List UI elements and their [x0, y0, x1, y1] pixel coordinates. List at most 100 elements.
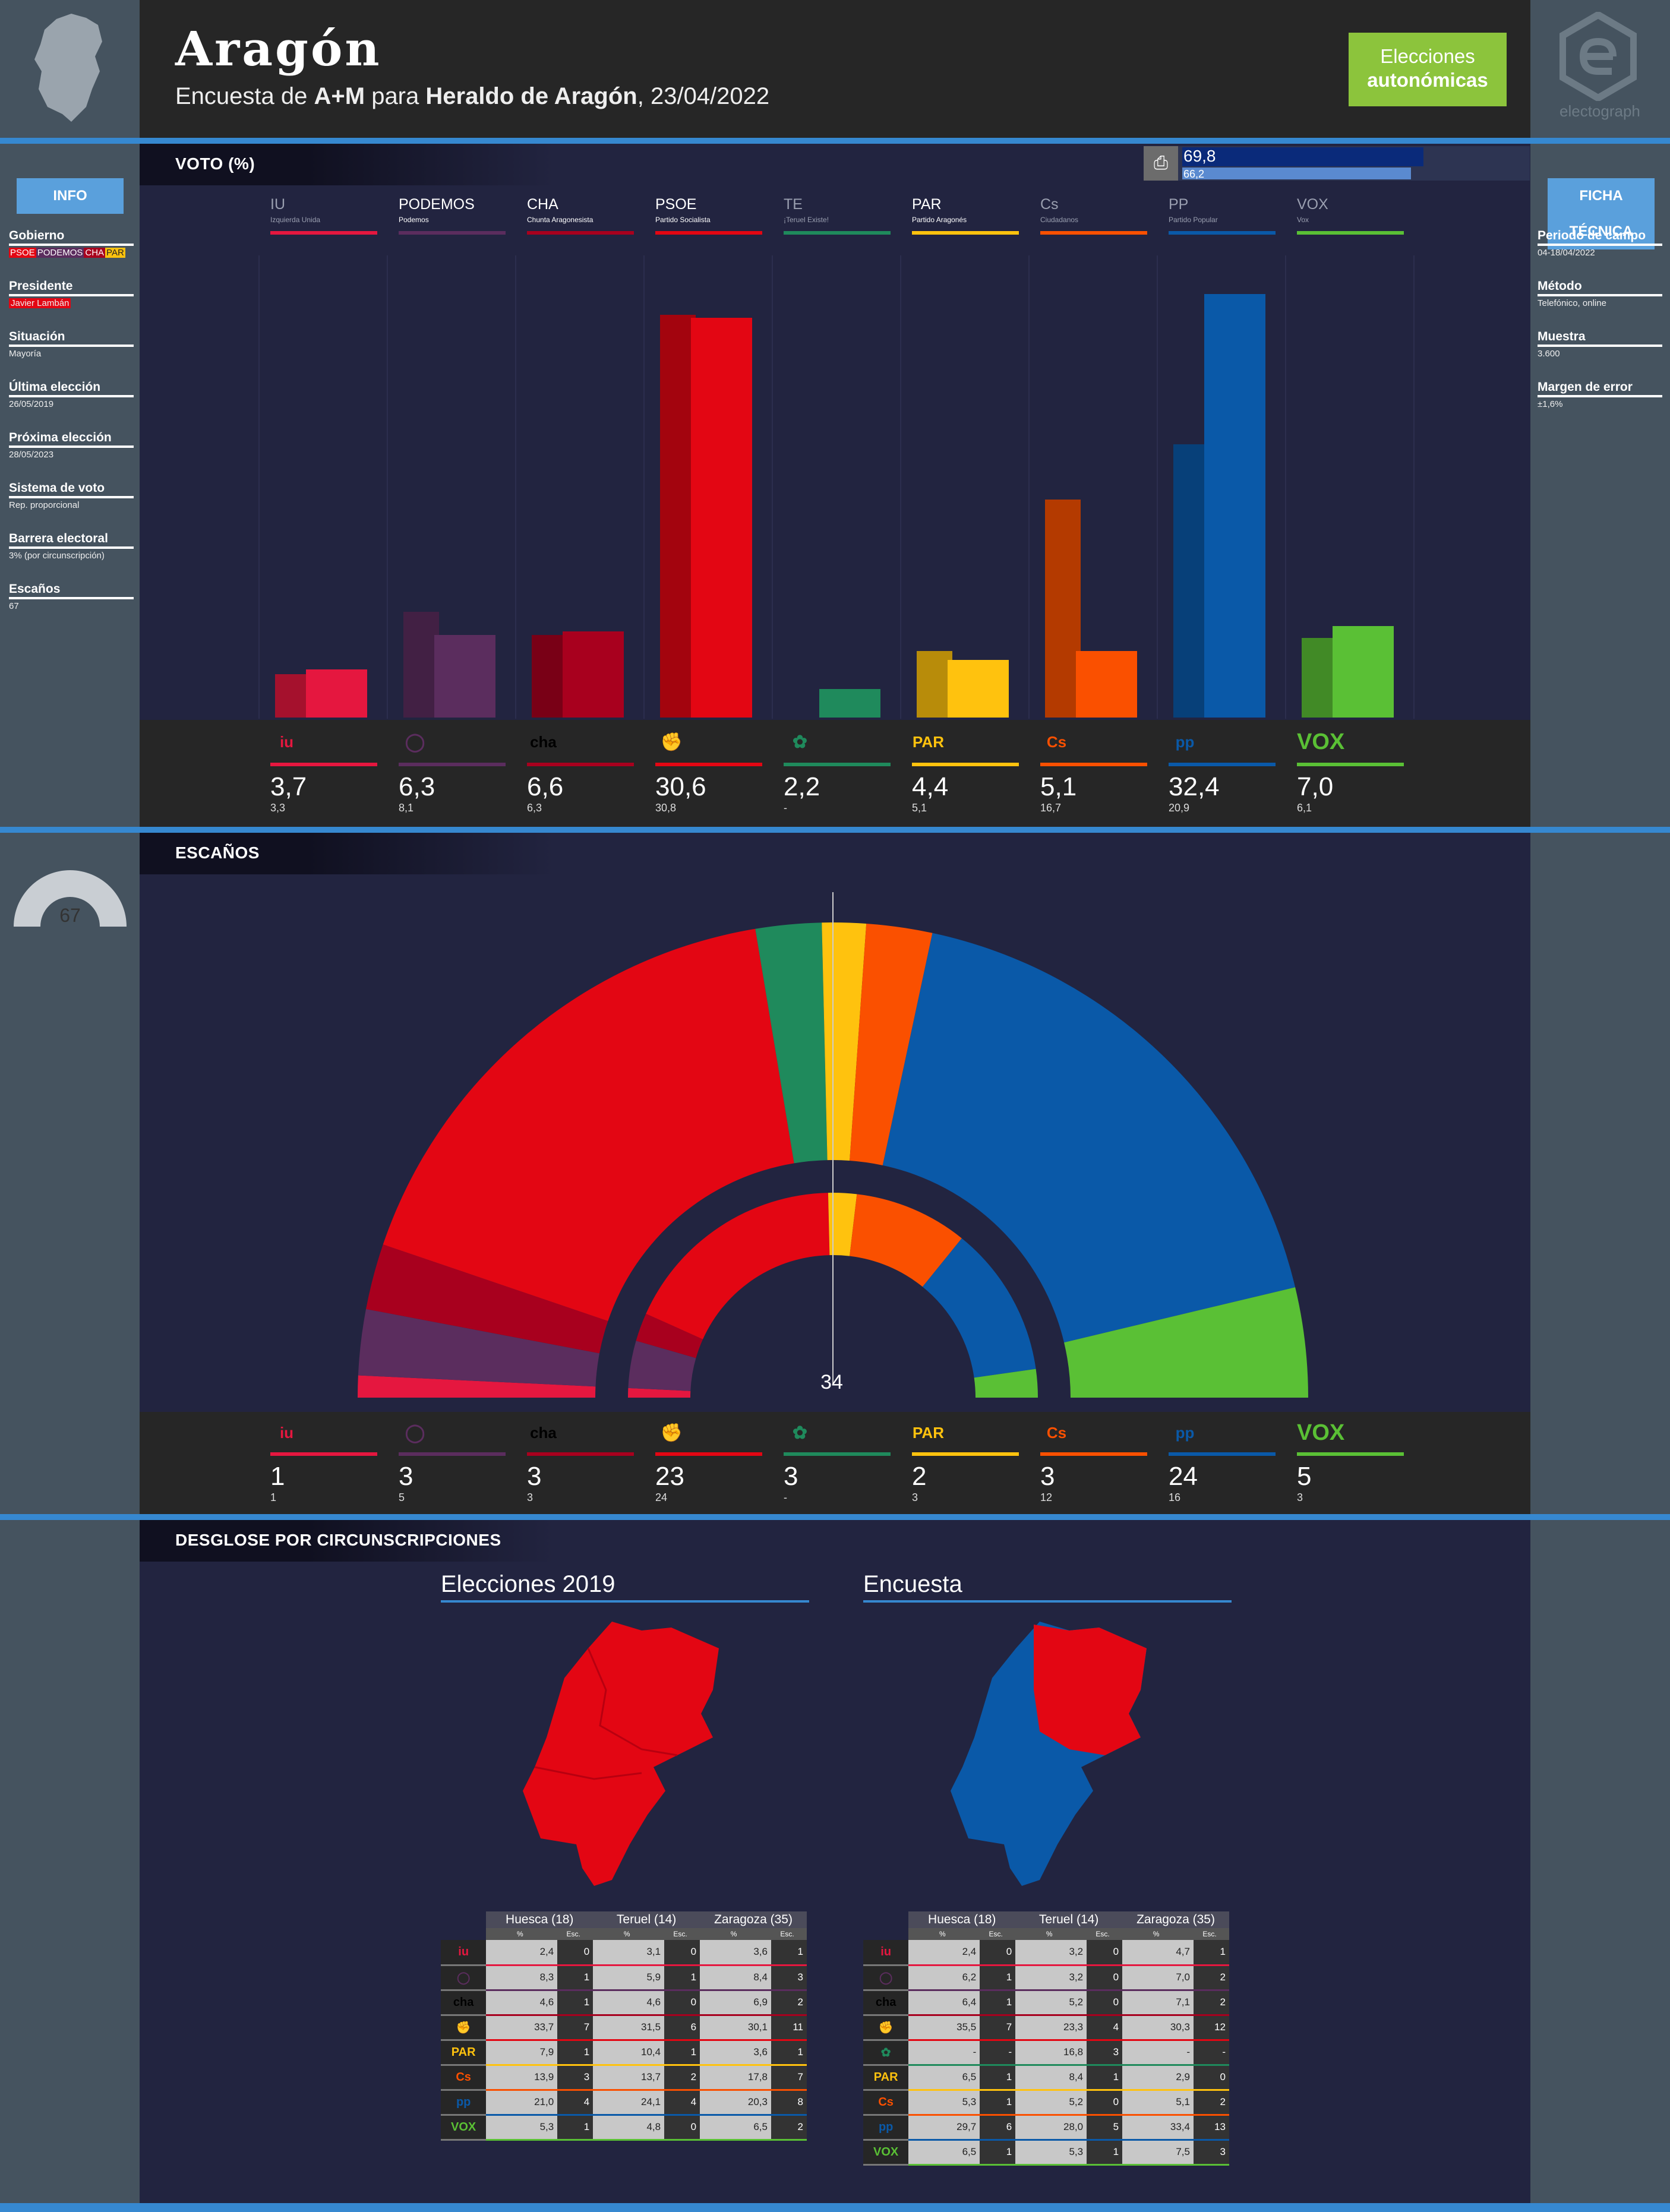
cell-pct: 6,2: [908, 1965, 980, 1991]
ficha-value: Telefónico, online: [1538, 298, 1606, 308]
row-logo-iu-icon: iu: [441, 1940, 487, 1966]
info-item-3: Última elección 26/05/2019: [9, 380, 134, 409]
cell-pct: 16,8: [1015, 2040, 1087, 2066]
participation-current-bar: [1182, 147, 1423, 166]
row-logo-cha-icon: cha: [863, 1990, 909, 2016]
cell-pct: 4,8: [593, 2115, 665, 2141]
left-sidebar: [0, 0, 140, 2212]
cell-pct: 31,5: [593, 2015, 665, 2041]
vote-value-2019: 16,7: [1040, 802, 1062, 814]
info-value: 28/05/2023: [9, 450, 54, 460]
row-logo-cs-icon: Cs: [441, 2065, 487, 2091]
cell-pct: 7,9: [486, 2040, 558, 2066]
divider: [0, 827, 1670, 833]
grid-line: [258, 255, 260, 719]
vote-result-iu: 3,7 3,3: [270, 763, 377, 814]
seat-value-2019: 3: [527, 1491, 533, 1503]
ficha-item-3: Margen de error ±1,6%: [1538, 380, 1662, 409]
cell-pct: 5,2: [1015, 1990, 1087, 2016]
map-title-2019: Elecciones 2019: [441, 1571, 809, 1603]
ballot-box-icon: ⎙: [1144, 146, 1178, 181]
ficha-value: 3.600: [1538, 349, 1560, 359]
cell-seats: 1: [980, 2065, 1016, 2091]
party-abbrev: PAR: [912, 196, 942, 213]
cell-pct: 33,7: [486, 2015, 558, 2041]
vote-value: 6,3: [399, 772, 435, 801]
bar-poll-cha: [563, 631, 624, 718]
info-item-5: Sistema de voto Rep. proporcional: [9, 481, 134, 510]
seat-value: 3: [1040, 1462, 1055, 1491]
vote-result-te: 2,2-: [784, 763, 891, 814]
seat-value-2019: 3: [1297, 1491, 1303, 1503]
cell-pct: 24,1: [593, 2090, 665, 2116]
sub-corner: [441, 1928, 486, 1940]
seat-result-cs: 3 12: [1040, 1452, 1147, 1504]
page-title: Aragón: [175, 21, 382, 77]
ficha-key: Periodo de campo: [1538, 229, 1662, 246]
party-color-line: [784, 1452, 891, 1456]
seat-value: 23: [655, 1462, 684, 1491]
cell-pct: 5,1: [1122, 2090, 1194, 2116]
party-color-line: [1297, 231, 1404, 235]
ficha-header: FICHA TÉCNICA: [1548, 178, 1655, 249]
cell-pct: -: [908, 2040, 980, 2066]
info-key: Sistema de voto: [9, 481, 134, 498]
cell-seats: 1: [980, 1965, 1016, 1991]
cell-seats: 1: [771, 1940, 807, 1966]
cell-seats: 1: [980, 2140, 1016, 2166]
seat-arc-poll-podemos: [358, 1309, 600, 1387]
row-logo-par-icon: PAR: [863, 2065, 909, 2091]
participation-previous: 66,2: [1183, 168, 1205, 180]
vote-value: 7,0: [1297, 772, 1334, 801]
cell-seats: 0: [1087, 1965, 1123, 1991]
cell-pct: 7,5: [1122, 2140, 1194, 2166]
row-logo-podemos-icon: ◯: [441, 1965, 487, 1991]
aragon-silhouette-icon: [34, 14, 102, 122]
info-key: Situación: [9, 330, 134, 347]
seat-arc-2019-cs: [850, 1194, 962, 1287]
info-item-4: Próxima elección 28/05/2023: [9, 431, 134, 460]
bar-2019-cs: [1045, 499, 1081, 718]
party-head-cs: Cs Ciudadanos: [1040, 196, 1147, 235]
cell-pct: 28,0: [1015, 2115, 1087, 2141]
seat-result-te: 3-: [784, 1452, 891, 1504]
seat-value-2019: 5: [399, 1491, 405, 1503]
vote-result-podemos: 6,3 8,1: [399, 763, 506, 814]
seat-value: 1: [270, 1462, 285, 1491]
party-head-par: PAR Partido Aragonés: [912, 196, 1019, 235]
party-color-line: [1297, 1452, 1404, 1456]
table-header: Huesca (18) Teruel (14) Zaragoza (35): [441, 1911, 807, 1928]
right-sidebar: [1530, 0, 1670, 2212]
seat-arc-poll-vox: [1064, 1287, 1308, 1398]
cell-seats: -: [980, 2040, 1016, 2066]
row-logo-podemos-icon: ◯: [863, 1965, 909, 1991]
cell-pct: 8,3: [486, 1965, 558, 1991]
seat-value-2019: 3: [912, 1491, 918, 1503]
header: [140, 0, 1530, 138]
cell-seats: 11: [771, 2015, 807, 2041]
grid-line: [1157, 255, 1158, 719]
party-fullname: Chunta Aragonesista: [527, 216, 594, 224]
party-color-line: [655, 763, 762, 766]
party-color-line: [655, 1452, 762, 1456]
vote-panel: [140, 144, 1530, 720]
cell-seats: 4: [1087, 2015, 1123, 2041]
party-head-podemos: PODEMOS Podemos: [399, 196, 506, 235]
table-row-cha: cha 4,6 1 4,6 0 6,9 2: [441, 1990, 807, 2016]
info-key: Última elección: [9, 380, 134, 397]
electograph-logo-icon: [1559, 12, 1637, 101]
party-color-line: [527, 1452, 634, 1456]
party-color-line: [399, 763, 506, 766]
party-fullname: Izquierda Unida: [270, 216, 321, 224]
info-item-1: Presidente Javier Lambán: [9, 279, 134, 308]
table-row-par: PAR 7,9 1 10,4 1 3,6 1: [441, 2040, 807, 2066]
table-row-psoe: ✊ 33,7 7 31,5 6 30,1 11: [441, 2015, 807, 2041]
sub-esc: Esc.: [1193, 1928, 1229, 1940]
cell-seats: 13: [1193, 2115, 1229, 2141]
sub-pct: %: [1122, 1928, 1194, 1940]
bar-2019-podemos: [403, 611, 439, 718]
party-color-line: [1169, 763, 1276, 766]
party-abbrev: Cs: [1040, 196, 1059, 213]
column-header: Teruel (14): [593, 1911, 700, 1928]
row-logo-pp-icon: pp: [863, 2115, 909, 2141]
